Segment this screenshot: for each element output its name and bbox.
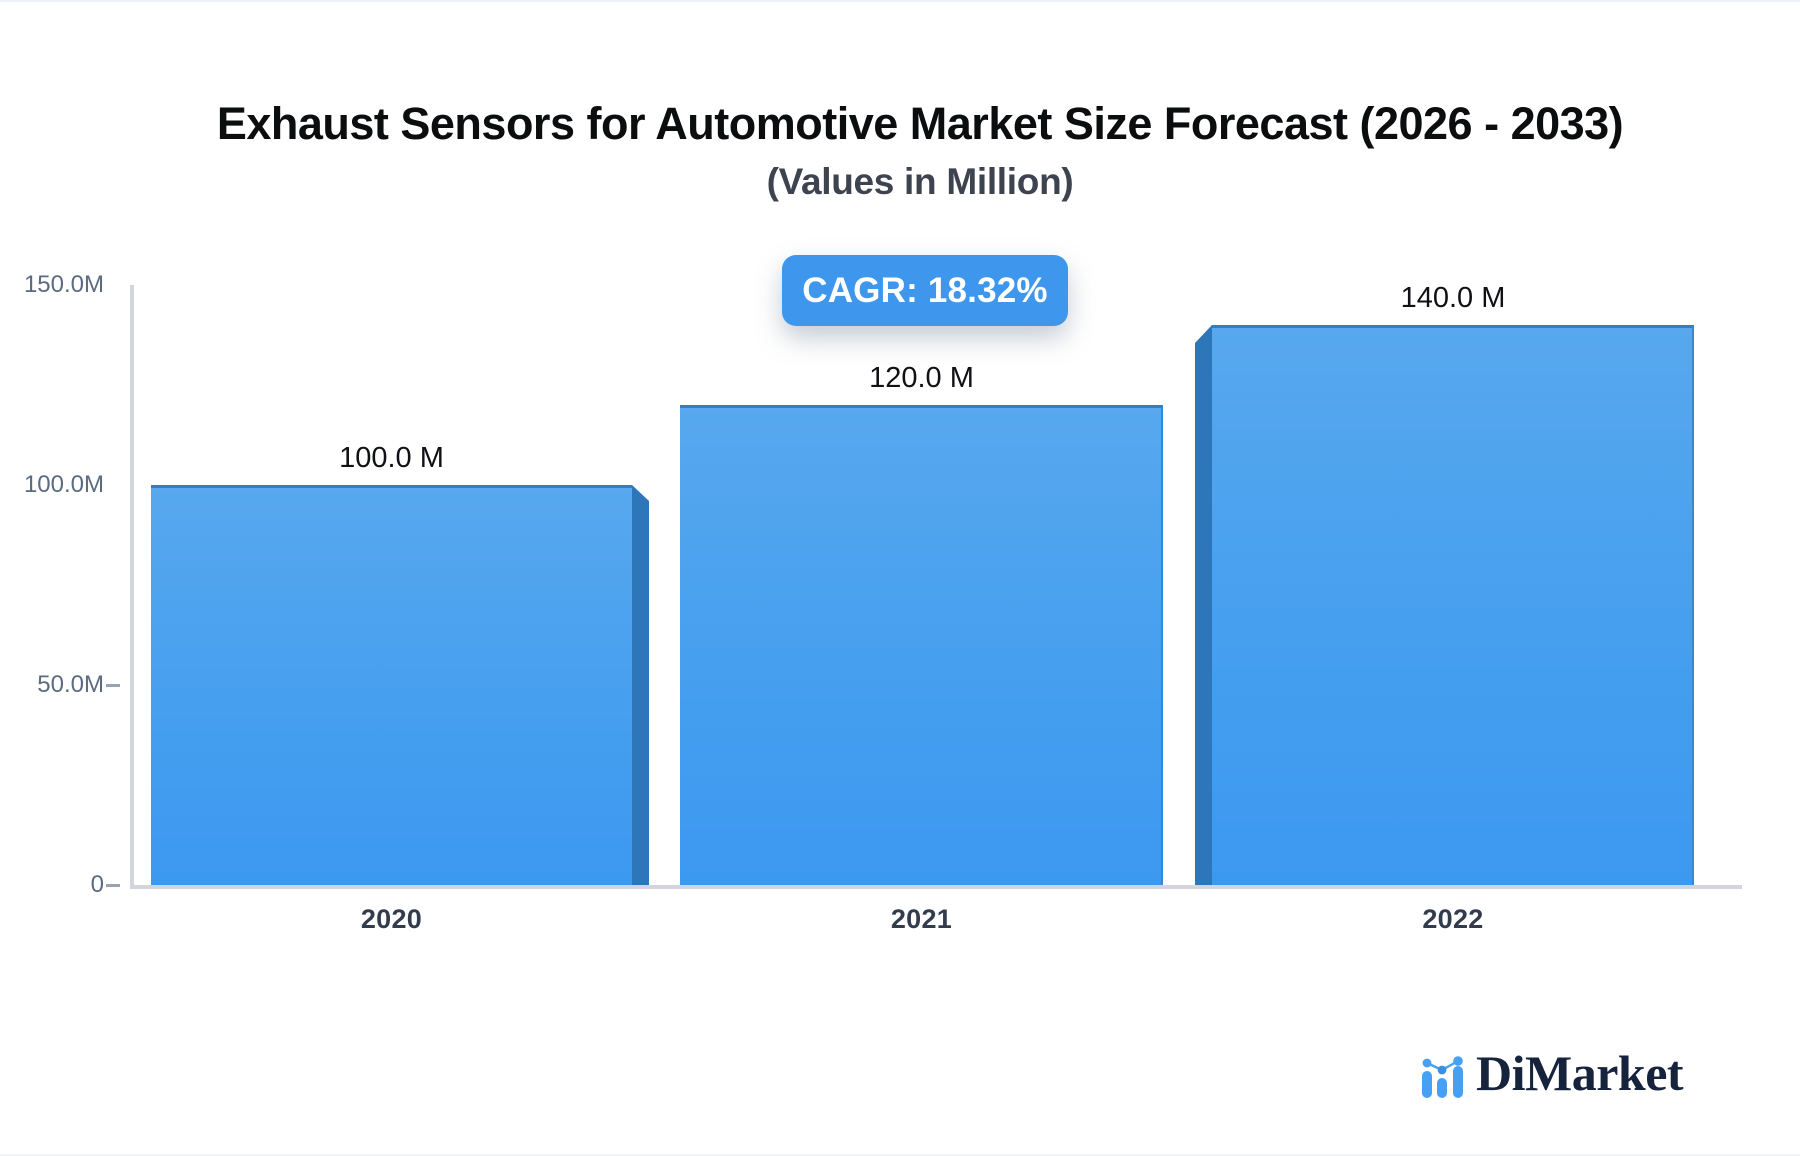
chart-title: Exhaust Sensors for Automotive Market Si… (216, 98, 1624, 149)
x-axis-baseline (130, 885, 1742, 889)
bar-value-label: 120.0 M (869, 362, 974, 394)
brand-name: DiMarket (1476, 1045, 1684, 1101)
brand-logo: DiMarket (1420, 1042, 1710, 1098)
cagr-badge: CAGR: 18.32% (782, 255, 1068, 326)
x-axis-label: 2021 (890, 904, 953, 934)
y-tick-mark (106, 884, 120, 887)
chart-subtitle: (Values in Million) (766, 161, 1074, 202)
bar-3d-side (632, 485, 649, 885)
x-axis-label: 2022 (1422, 904, 1484, 934)
y-tick-label: 0 (90, 871, 104, 898)
bar-value-label: 140.0 M (1400, 282, 1506, 314)
bar-3d-side (1195, 325, 1212, 885)
y-tick-mark (106, 684, 120, 687)
bar-2022[interactable] (1212, 325, 1694, 885)
y-tick-label: 100.0M (23, 471, 104, 498)
bar-value-label: 100.0 M (339, 442, 444, 474)
bar-2020[interactable] (151, 485, 632, 885)
bar-2021[interactable] (680, 405, 1163, 885)
y-tick-label: 150.0M (23, 271, 104, 298)
bottom-border (0, 1154, 1800, 1156)
x-axis-label: 2020 (360, 904, 423, 934)
y-axis-line (130, 285, 134, 889)
bar-chart-icon (1422, 1056, 1463, 1098)
cagr-badge-label: CAGR: 18.32% (802, 270, 1048, 310)
top-border (0, 0, 1800, 2)
y-tick-label: 50.0M (37, 671, 104, 698)
